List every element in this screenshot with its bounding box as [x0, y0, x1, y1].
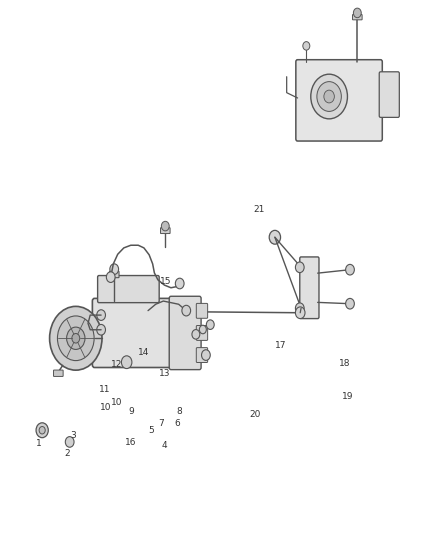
Circle shape [324, 90, 334, 103]
FancyBboxPatch shape [300, 257, 319, 319]
FancyBboxPatch shape [92, 298, 173, 368]
Text: 6: 6 [175, 419, 180, 428]
Circle shape [57, 316, 94, 361]
Circle shape [295, 262, 304, 272]
Circle shape [353, 8, 361, 18]
Text: 17: 17 [275, 341, 287, 350]
Text: 21: 21 [254, 205, 265, 214]
FancyBboxPatch shape [53, 370, 63, 376]
Circle shape [65, 437, 74, 447]
FancyBboxPatch shape [353, 14, 362, 20]
Text: 7: 7 [159, 419, 164, 428]
Text: 12: 12 [111, 360, 122, 369]
Text: 20: 20 [249, 410, 261, 419]
Circle shape [110, 264, 119, 274]
Text: 11: 11 [99, 385, 110, 394]
Circle shape [97, 310, 106, 320]
Circle shape [67, 327, 85, 350]
Circle shape [295, 303, 304, 313]
Text: 4: 4 [161, 441, 167, 450]
FancyBboxPatch shape [110, 271, 119, 278]
Circle shape [39, 426, 45, 434]
Circle shape [175, 278, 184, 289]
FancyBboxPatch shape [98, 276, 159, 303]
FancyBboxPatch shape [196, 348, 208, 362]
Text: 1: 1 [36, 439, 42, 448]
FancyBboxPatch shape [296, 60, 382, 141]
Circle shape [269, 230, 281, 244]
Circle shape [106, 272, 115, 282]
Text: 3: 3 [70, 431, 76, 440]
Circle shape [346, 298, 354, 309]
Text: 9: 9 [128, 407, 134, 416]
Circle shape [177, 306, 187, 318]
Text: 18: 18 [339, 359, 350, 368]
Circle shape [311, 74, 347, 119]
FancyBboxPatch shape [196, 326, 208, 341]
FancyBboxPatch shape [169, 296, 201, 369]
Text: 2: 2 [64, 449, 70, 458]
Circle shape [346, 264, 354, 275]
FancyBboxPatch shape [196, 303, 208, 318]
Text: 10: 10 [111, 398, 122, 407]
Circle shape [182, 305, 191, 316]
Text: 19: 19 [342, 392, 353, 401]
Circle shape [206, 320, 214, 329]
Text: 10: 10 [100, 403, 112, 412]
Text: 5: 5 [148, 426, 154, 435]
Text: 16: 16 [125, 439, 137, 448]
Circle shape [36, 423, 48, 438]
Text: 8: 8 [176, 407, 182, 416]
Circle shape [199, 325, 206, 334]
Text: 15: 15 [160, 277, 172, 286]
Text: 13: 13 [159, 369, 170, 378]
Circle shape [201, 350, 210, 360]
Circle shape [161, 221, 169, 231]
FancyBboxPatch shape [160, 228, 170, 233]
Circle shape [303, 42, 310, 50]
Circle shape [72, 334, 80, 343]
Circle shape [121, 356, 132, 368]
Text: 14: 14 [138, 348, 150, 357]
Circle shape [49, 306, 102, 370]
Circle shape [97, 325, 106, 335]
Circle shape [192, 329, 200, 339]
Circle shape [295, 307, 305, 319]
FancyBboxPatch shape [379, 72, 399, 117]
Circle shape [317, 82, 341, 111]
